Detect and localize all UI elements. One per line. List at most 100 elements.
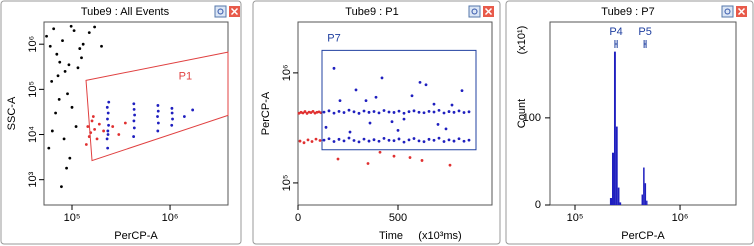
event-dot [447,138,451,142]
event-dot [382,109,386,112]
x-tick-label: 10⁵ [567,212,584,224]
event-dot [106,117,109,121]
y-axis-label: SSC-A [6,96,18,130]
event-dot [170,123,174,127]
event-dot [387,138,391,142]
histogram-bar [609,198,612,205]
event-dot [107,100,111,104]
event-dot [402,117,406,121]
event-dot [457,109,461,113]
event-dot [427,137,431,141]
histogram-bar [644,183,647,205]
event-dot [412,137,416,140]
event-dot [442,140,446,143]
event-dot [106,129,110,133]
event-dot [67,63,71,67]
settings-button[interactable] [468,5,481,18]
y-axis-label: Count [516,99,528,128]
x-tick-label: 10⁶ [672,212,689,224]
close-icon [230,7,239,16]
event-dot [364,99,368,102]
settings-icon [724,8,731,15]
event-dot [450,103,454,107]
event-dot [422,140,426,144]
x-axis-label: Time [379,230,403,242]
event-dot [156,121,160,125]
event-dot [332,111,336,115]
histogram-bar [613,51,616,205]
event-dot [106,146,110,150]
event-dot [462,139,466,143]
event-dot [402,111,406,115]
event-dot [432,110,436,114]
y-tick-label: 10⁵ [281,175,293,192]
event-dot [47,146,51,150]
event-dot [342,111,346,114]
event-dot [66,92,69,96]
window-buttons [214,5,747,18]
gate-label: P4 [609,26,622,38]
event-dot [84,143,88,146]
event-dot [63,69,67,73]
event-dot [305,112,309,115]
event-dot [437,136,441,140]
event-dot [327,137,331,141]
event-dot [442,111,446,115]
event-dot [171,117,174,121]
event-dot [452,139,456,143]
event-dot [447,110,451,113]
event-dot [48,44,52,48]
event-dot [352,110,356,114]
event-dot [382,136,386,140]
event-dot [337,109,341,113]
settings-button[interactable] [721,5,734,18]
event-dot [182,115,186,118]
event-dot [410,94,414,98]
panel-title: Tube9 : All Events [81,6,170,18]
event-dot [306,138,310,142]
y-tick-label: 100 [523,112,541,124]
event-dot [437,109,441,112]
histogram-bar [617,187,620,205]
event-dot [87,31,91,35]
event-dot [418,80,422,84]
x-tick-label: 0 [295,212,301,224]
event-dot [322,138,326,142]
event-dot [432,138,436,142]
gate-range [614,40,618,48]
event-dot [444,127,448,131]
event-dot [62,137,66,141]
settings-icon [217,8,224,15]
event-dot [105,105,109,109]
event-dot [132,107,136,111]
event-dot [337,137,341,141]
event-dot [372,110,376,113]
x-axis-label: PerCP-A [621,230,665,242]
event-dot [52,27,56,31]
event-dot [97,122,101,126]
settings-button[interactable] [214,5,227,18]
event-dot [357,140,361,144]
event-dot [368,121,372,125]
histogram-bar [615,126,618,205]
event-dot [156,115,159,118]
event-dot [91,115,95,118]
event-dot [106,133,110,136]
event-dot [81,42,85,46]
event-dot [132,135,136,138]
event-dot [427,109,431,113]
event-dot [460,89,464,93]
event-dot [354,88,358,92]
event-dot [93,25,97,29]
event-dot [156,109,160,113]
event-dot [367,110,371,114]
event-dot [347,108,351,112]
event-dot [156,129,160,133]
panel-title: Tube9 : P1 [345,6,398,18]
event-dot [396,129,400,132]
event-dot [448,163,452,167]
event-dot [377,111,381,115]
histogram-bar [643,167,645,205]
y-axis-unit: (x10¹) [516,26,528,55]
